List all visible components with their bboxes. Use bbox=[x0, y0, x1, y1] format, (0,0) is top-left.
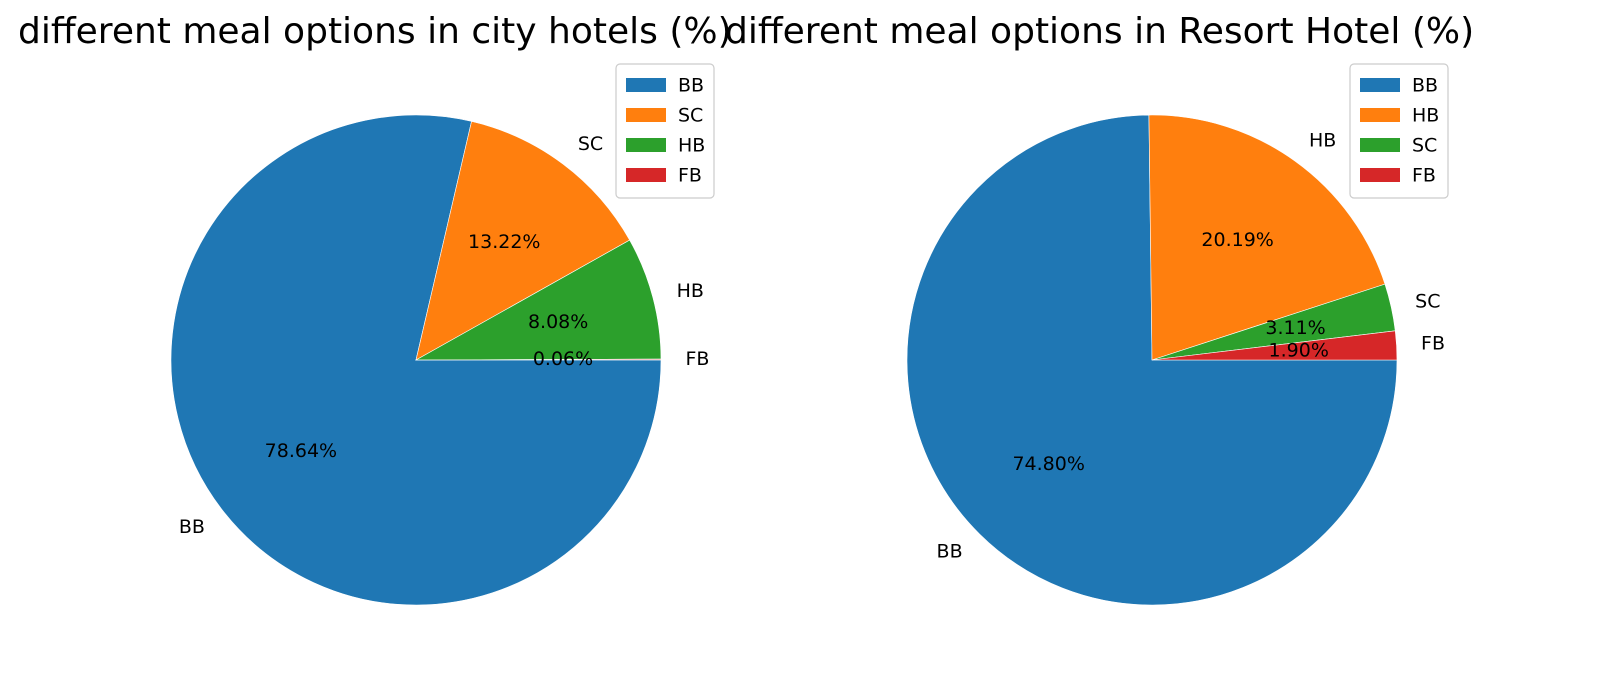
legend-swatch-bb bbox=[626, 78, 666, 92]
pie-slice-hb bbox=[1148, 114, 1386, 361]
legend: BB HB SC FB bbox=[1349, 63, 1449, 199]
legend-swatch-fb bbox=[626, 168, 666, 182]
legend-label-sc: SC bbox=[1412, 135, 1437, 157]
legend-swatch-hb bbox=[626, 138, 666, 152]
legend-swatch-sc bbox=[626, 108, 666, 122]
legend-label-sc: SC bbox=[678, 105, 703, 127]
slice-label-bb: BB bbox=[937, 540, 963, 562]
legend-swatch-hb bbox=[1360, 108, 1400, 122]
legend-frame bbox=[615, 63, 715, 199]
legend-label-hb: HB bbox=[678, 135, 705, 157]
slice-label-hb: HB bbox=[1309, 129, 1336, 151]
slice-label-fb: FB bbox=[685, 348, 709, 370]
slice-percent-bb: 74.80% bbox=[1012, 453, 1084, 475]
pie-slice-fb bbox=[1151, 330, 1398, 361]
slice-label-bb: BB bbox=[179, 516, 205, 538]
resort-hotel-pie-chart: different meal options in Resort Hotel (… bbox=[725, 11, 1474, 606]
chart-title: different meal options in city hotels (%… bbox=[18, 11, 732, 52]
legend-swatch-bb bbox=[1360, 78, 1400, 92]
slice-percent-sc: 13.22% bbox=[468, 231, 540, 253]
pie-labels: BB 74.80% HB 20.19% SC 3.11% FB 1.90% bbox=[937, 129, 1445, 562]
slice-percent-fb: 1.90% bbox=[1269, 340, 1329, 362]
legend-label-hb: HB bbox=[1412, 105, 1439, 127]
pie-labels: BB 78.64% SC 13.22% HB 8.08% FB 0.06% bbox=[179, 133, 710, 538]
legend-swatch-sc bbox=[1360, 138, 1400, 152]
legend-label-fb: FB bbox=[1412, 165, 1436, 187]
city-hotel-pie-chart: different meal options in city hotels (%… bbox=[18, 11, 732, 606]
slice-percent-sc: 3.11% bbox=[1265, 317, 1325, 339]
slice-percent-hb: 20.19% bbox=[1201, 229, 1273, 251]
legend-swatch-fb bbox=[1360, 168, 1400, 182]
chart-title: different meal options in Resort Hotel (… bbox=[725, 11, 1474, 52]
pie-slice-fb bbox=[415, 358, 662, 361]
legend-frame bbox=[1349, 63, 1449, 199]
slice-percent-fb: 0.06% bbox=[533, 348, 593, 370]
slice-label-sc: SC bbox=[1415, 290, 1440, 312]
pie-slice-hb bbox=[414, 239, 662, 361]
pie-wedges bbox=[906, 114, 1398, 606]
slice-label-fb: FB bbox=[1421, 332, 1445, 354]
pie-slice-bb bbox=[906, 114, 1398, 606]
legend-label-bb: BB bbox=[1412, 75, 1438, 97]
pie-wedges bbox=[170, 114, 662, 606]
slice-percent-bb: 78.64% bbox=[265, 440, 337, 462]
pie-slice-sc bbox=[415, 121, 631, 361]
legend: BB SC HB FB bbox=[615, 63, 715, 199]
slice-label-hb: HB bbox=[677, 280, 704, 302]
slice-label-sc: SC bbox=[578, 133, 603, 155]
legend-label-fb: FB bbox=[678, 165, 702, 187]
slice-percent-hb: 8.08% bbox=[528, 311, 588, 333]
legend-label-bb: BB bbox=[678, 75, 704, 97]
